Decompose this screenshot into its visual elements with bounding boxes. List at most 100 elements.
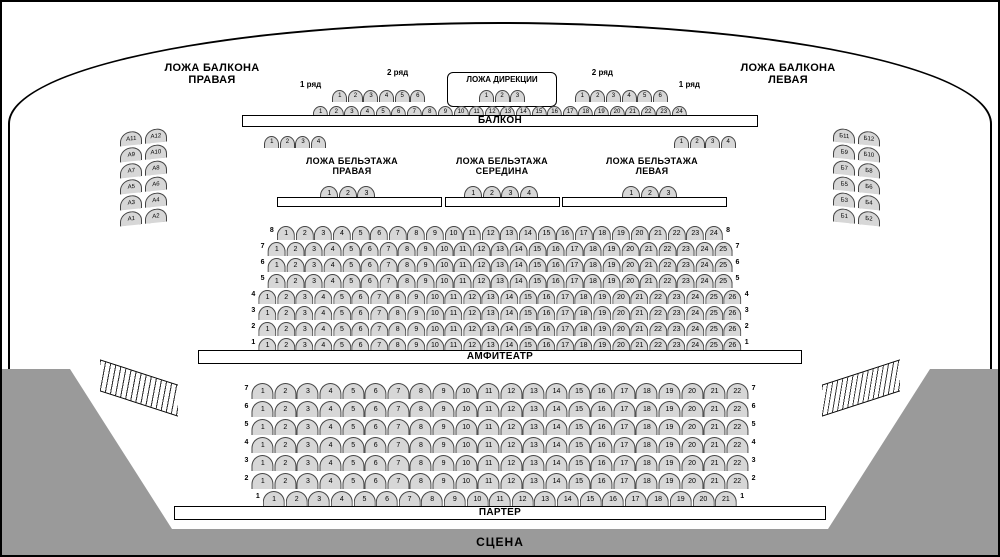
parter-seat[interactable]: 13	[523, 455, 545, 471]
parter-seat[interactable]: 12	[500, 437, 522, 453]
amphi-seat[interactable]: 23	[668, 322, 686, 336]
amphi-seat[interactable]: 21	[630, 290, 648, 304]
amphi-seat[interactable]: 22	[658, 242, 676, 256]
amphi-seat[interactable]: 23	[668, 290, 686, 304]
amphi-seat[interactable]: 13	[491, 258, 509, 272]
parter-seat[interactable]: 11	[489, 491, 511, 507]
amphi-seat[interactable]: 19	[593, 290, 611, 304]
amphi-seat[interactable]: 12	[482, 226, 500, 240]
parter-seat[interactable]: 2	[274, 437, 296, 453]
parter-seat[interactable]: 7	[399, 491, 421, 507]
parter-seat[interactable]: 12	[500, 383, 522, 399]
parter-seat[interactable]: 19	[658, 419, 680, 435]
parter-seat[interactable]: 15	[579, 491, 601, 507]
amphi-seat[interactable]: 8	[389, 290, 407, 304]
parter-seat[interactable]: 10	[455, 383, 477, 399]
amphi-seat[interactable]: 11	[454, 258, 472, 272]
amphi-seat[interactable]: 4	[314, 290, 332, 304]
amphi-seat[interactable]: 5	[342, 258, 360, 272]
amphi-seat[interactable]: 20	[630, 226, 648, 240]
side-loge-seat[interactable]: Б6	[858, 178, 880, 194]
parter-seat[interactable]: 18	[636, 437, 658, 453]
amphi-seat[interactable]: 13	[491, 242, 509, 256]
parter-seat[interactable]: 22	[726, 419, 748, 435]
side-loge-seat[interactable]: А11	[120, 130, 142, 146]
amphi-seat[interactable]: 18	[575, 306, 593, 320]
amphi-seat[interactable]: 3	[296, 306, 314, 320]
amphi-seat[interactable]: 8	[398, 274, 416, 288]
amphi-seat[interactable]: 23	[668, 306, 686, 320]
amphi-seat[interactable]: 14	[510, 258, 528, 272]
amphi-seat[interactable]: 2	[277, 290, 295, 304]
parter-seat[interactable]: 17	[613, 473, 635, 489]
amphi-seat[interactable]: 14	[519, 226, 537, 240]
parter-seat[interactable]: 16	[602, 491, 624, 507]
side-loge-seat[interactable]: Б1	[833, 208, 855, 224]
amphi-seat[interactable]: 13	[491, 274, 509, 288]
parter-seat[interactable]: 19	[658, 383, 680, 399]
amphi-seat[interactable]: 15	[528, 258, 546, 272]
parter-seat[interactable]: 21	[704, 419, 726, 435]
parter-seat[interactable]: 13	[523, 401, 545, 417]
amphi-seat[interactable]: 22	[668, 226, 686, 240]
amphi-seat[interactable]: 13	[482, 306, 500, 320]
parter-seat[interactable]: 16	[591, 437, 613, 453]
parter-seat[interactable]: 8	[410, 437, 432, 453]
amphi-seat[interactable]: 16	[537, 322, 555, 336]
parter-seat[interactable]: 16	[591, 419, 613, 435]
parter-seat[interactable]: 1	[252, 419, 274, 435]
amphi-seat[interactable]: 11	[454, 274, 472, 288]
parter-seat[interactable]: 1	[263, 491, 285, 507]
amphi-seat[interactable]: 17	[556, 322, 574, 336]
amphi-seat[interactable]: 1	[268, 242, 286, 256]
parter-seat[interactable]: 15	[568, 455, 590, 471]
amphi-seat[interactable]: 2	[277, 306, 295, 320]
amphi-seat[interactable]: 16	[547, 274, 565, 288]
parter-seat[interactable]: 16	[591, 383, 613, 399]
side-loge-seat[interactable]: А3	[120, 194, 142, 210]
amphi-seat[interactable]: 21	[640, 242, 658, 256]
balcony-wing-seat[interactable]: 4	[311, 136, 326, 148]
amphi-seat[interactable]: 19	[603, 274, 621, 288]
parter-seat[interactable]: 12	[500, 455, 522, 471]
amphi-seat[interactable]: 24	[686, 306, 704, 320]
amphi-seat[interactable]: 7	[370, 306, 388, 320]
amphi-seat[interactable]: 9	[407, 322, 425, 336]
amphi-seat[interactable]: 15	[519, 306, 537, 320]
parter-seat[interactable]: 9	[433, 419, 455, 435]
amphi-seat[interactable]: 10	[426, 290, 444, 304]
amphi-seat[interactable]: 7	[379, 258, 397, 272]
amphi-seat[interactable]: 17	[575, 226, 593, 240]
parter-seat[interactable]: 15	[568, 419, 590, 435]
amphi-seat[interactable]: 9	[417, 274, 435, 288]
amphi-seat[interactable]: 13	[500, 226, 518, 240]
parter-seat[interactable]: 17	[613, 419, 635, 435]
amphi-seat[interactable]: 20	[612, 290, 630, 304]
amphi-seat[interactable]: 8	[389, 322, 407, 336]
amphi-seat[interactable]: 7	[370, 290, 388, 304]
side-loge-seat[interactable]: Б4	[858, 194, 880, 210]
parter-seat[interactable]: 7	[387, 437, 409, 453]
amphi-seat[interactable]: 3	[305, 258, 323, 272]
parter-seat[interactable]: 2	[274, 419, 296, 435]
amphi-seat[interactable]: 6	[361, 258, 379, 272]
amphi-seat[interactable]: 16	[547, 258, 565, 272]
amphi-seat[interactable]: 4	[333, 226, 351, 240]
amphi-seat[interactable]: 6	[361, 274, 379, 288]
amphi-seat[interactable]: 10	[426, 306, 444, 320]
parter-seat[interactable]: 15	[568, 437, 590, 453]
amphi-seat[interactable]: 8	[389, 306, 407, 320]
amphi-seat[interactable]: 20	[621, 242, 639, 256]
amphi-seat[interactable]: 1	[268, 258, 286, 272]
amphi-seat[interactable]: 19	[603, 242, 621, 256]
parter-seat[interactable]: 22	[726, 455, 748, 471]
parter-seat[interactable]: 20	[681, 401, 703, 417]
parter-seat[interactable]: 19	[658, 473, 680, 489]
parter-seat[interactable]: 13	[523, 383, 545, 399]
parter-seat[interactable]: 7	[387, 419, 409, 435]
amphi-seat[interactable]: 18	[584, 242, 602, 256]
parter-seat[interactable]: 11	[478, 383, 500, 399]
amphi-seat[interactable]: 7	[379, 242, 397, 256]
amphi-seat[interactable]: 3	[305, 242, 323, 256]
parter-seat[interactable]: 3	[297, 419, 319, 435]
